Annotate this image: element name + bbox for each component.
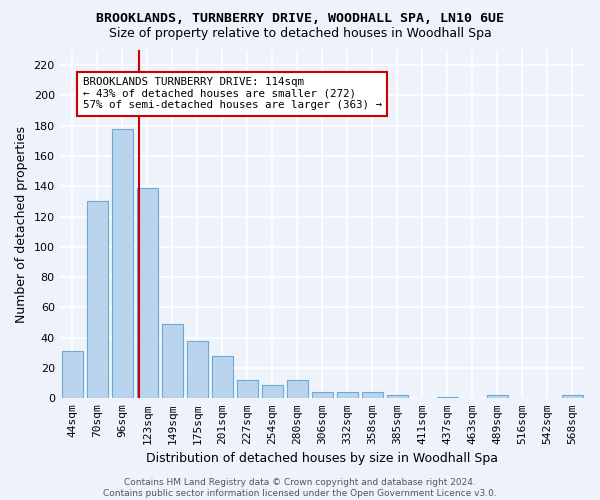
Bar — [562, 396, 583, 398]
Bar — [62, 352, 83, 399]
Text: Size of property relative to detached houses in Woodhall Spa: Size of property relative to detached ho… — [109, 28, 491, 40]
Bar — [236, 380, 258, 398]
Bar — [312, 392, 333, 398]
Bar — [112, 128, 133, 398]
Bar — [212, 356, 233, 399]
Bar — [387, 396, 408, 398]
Bar — [337, 392, 358, 398]
Bar — [287, 380, 308, 398]
Bar — [161, 324, 183, 398]
Bar — [86, 202, 108, 398]
Y-axis label: Number of detached properties: Number of detached properties — [15, 126, 28, 322]
Text: Contains HM Land Registry data © Crown copyright and database right 2024.
Contai: Contains HM Land Registry data © Crown c… — [103, 478, 497, 498]
Bar — [262, 384, 283, 398]
Text: BROOKLANDS TURNBERRY DRIVE: 114sqm
← 43% of detached houses are smaller (272)
57: BROOKLANDS TURNBERRY DRIVE: 114sqm ← 43%… — [83, 78, 382, 110]
Bar — [487, 396, 508, 398]
Text: BROOKLANDS, TURNBERRY DRIVE, WOODHALL SPA, LN10 6UE: BROOKLANDS, TURNBERRY DRIVE, WOODHALL SP… — [96, 12, 504, 26]
Bar — [187, 341, 208, 398]
Bar — [137, 188, 158, 398]
X-axis label: Distribution of detached houses by size in Woodhall Spa: Distribution of detached houses by size … — [146, 452, 499, 465]
Bar — [437, 397, 458, 398]
Bar — [362, 392, 383, 398]
